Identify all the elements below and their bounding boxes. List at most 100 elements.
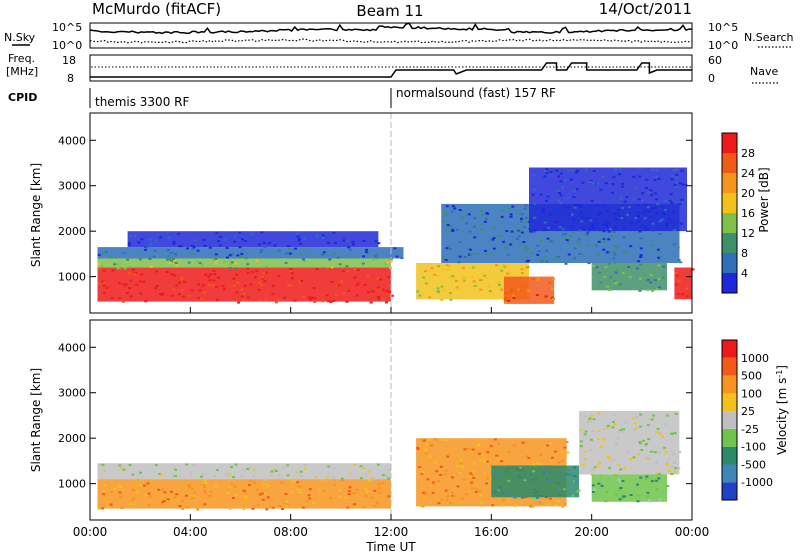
y-tick-label: 3000 <box>58 387 86 400</box>
data-speck <box>261 266 265 268</box>
data-speck <box>497 458 501 461</box>
data-speck <box>129 295 133 298</box>
data-speck <box>573 466 577 469</box>
freq-right-tick-bottom: 0 <box>708 72 715 85</box>
data-speck <box>646 424 650 427</box>
data-speck <box>277 474 281 477</box>
data-speck <box>303 237 307 240</box>
data-speck <box>473 462 477 465</box>
data-speck <box>240 474 244 477</box>
data-speck <box>604 500 608 503</box>
data-speck <box>545 472 549 475</box>
data-speck <box>495 488 499 491</box>
data-speck <box>248 466 252 469</box>
data-speck <box>595 222 599 225</box>
cpid-label: CPID <box>8 91 37 104</box>
data-speck <box>118 267 122 270</box>
data-speck <box>597 482 601 485</box>
data-speck <box>674 467 678 470</box>
data-speck <box>564 262 568 265</box>
data-speck <box>190 244 194 247</box>
data-speck <box>230 482 234 485</box>
data-speck <box>352 492 356 494</box>
x-tick-label: 08:00 <box>273 525 308 539</box>
data-speck <box>675 176 679 179</box>
data-speck <box>333 483 336 486</box>
data-speck <box>523 245 527 248</box>
data-speck <box>562 477 566 480</box>
data-speck <box>673 471 677 474</box>
data-speck <box>165 271 169 273</box>
data-speck <box>657 177 661 180</box>
data-speck <box>595 204 599 207</box>
data-speck <box>216 276 220 279</box>
data-speck <box>353 503 357 506</box>
y-tick-label: 3000 <box>58 180 86 193</box>
data-speck <box>261 498 265 501</box>
data-speck <box>621 480 625 483</box>
data-speck <box>543 170 547 173</box>
data-speck <box>467 448 471 450</box>
data-speck <box>531 278 535 281</box>
data-speck <box>674 413 678 415</box>
data-speck <box>553 450 557 453</box>
data-speck <box>393 247 397 250</box>
data-speck <box>658 286 661 289</box>
data-speck <box>675 168 678 171</box>
data-speck <box>566 473 570 476</box>
data-speck <box>215 469 219 472</box>
data-speck <box>446 268 450 271</box>
data-speck <box>626 213 630 216</box>
data-speck <box>159 293 163 295</box>
data-speck <box>656 248 660 251</box>
data-speck <box>422 497 426 500</box>
data-speck <box>636 483 639 486</box>
data-speck <box>281 508 285 510</box>
data-speck <box>511 205 515 208</box>
data-speck <box>264 271 268 274</box>
data-speck <box>465 222 469 225</box>
data-speck <box>149 478 153 481</box>
data-speck <box>543 228 547 231</box>
data-speck <box>381 482 385 485</box>
data-speck <box>154 270 158 273</box>
data-speck <box>495 264 499 267</box>
data-speck <box>247 296 250 299</box>
data-speck <box>178 475 182 478</box>
data-speck <box>295 232 299 235</box>
data-speck <box>659 433 663 435</box>
data-speck <box>451 228 455 231</box>
data-speck <box>367 470 371 473</box>
data-speck <box>450 476 454 479</box>
data-speck <box>456 228 459 231</box>
data-speck <box>536 461 540 464</box>
data-speck <box>226 492 230 495</box>
data-speck <box>102 489 106 492</box>
data-speck <box>247 271 250 274</box>
data-speck <box>591 264 595 267</box>
data-speck <box>432 483 435 486</box>
data-speck <box>176 499 180 502</box>
colorbar-tick-label: -500 <box>741 458 766 471</box>
data-speck <box>565 239 569 242</box>
data-speck <box>387 495 391 498</box>
data-speck <box>670 473 674 475</box>
data-speck <box>653 179 657 181</box>
data-speck <box>527 289 531 292</box>
data-speck <box>424 452 428 455</box>
data-speck <box>196 283 200 286</box>
data-speck <box>208 279 212 282</box>
data-speck <box>662 265 666 268</box>
data-speck <box>246 263 250 266</box>
data-speck <box>655 287 659 290</box>
data-speck <box>329 301 333 304</box>
data-speck <box>573 206 577 209</box>
data-speck <box>536 279 540 282</box>
data-speck <box>621 495 625 498</box>
data-speck <box>602 241 606 243</box>
data-speck <box>203 244 207 247</box>
data-speck <box>615 246 619 249</box>
colorbar-tick-label: 12 <box>741 227 755 240</box>
data-speck <box>133 273 137 276</box>
data-speck <box>620 217 624 220</box>
